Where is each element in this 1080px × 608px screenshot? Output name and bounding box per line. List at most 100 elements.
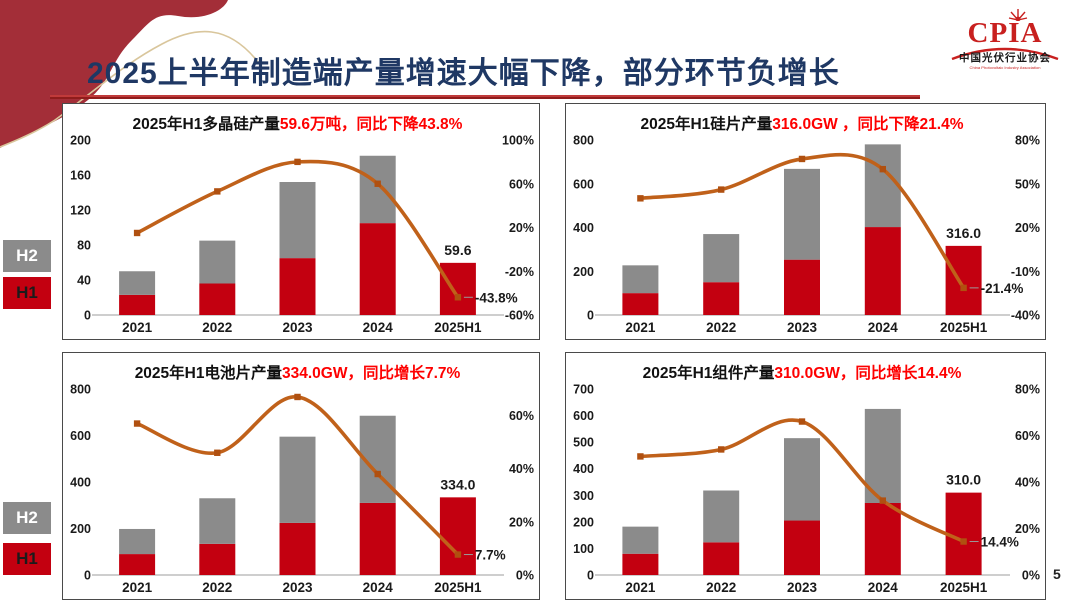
left-axis-tick: 200 — [573, 265, 594, 279]
left-axis-tick: 500 — [573, 436, 594, 450]
x-axis-label: 2023 — [282, 580, 313, 595]
right-axis-tick: 50% — [1015, 177, 1040, 191]
bar-h1 — [703, 542, 740, 575]
right-axis-tick: 60% — [509, 177, 534, 191]
line-marker — [214, 188, 221, 195]
line-marker — [294, 393, 301, 401]
line-marker — [454, 551, 462, 558]
line-value-label: 7.7% — [475, 548, 506, 563]
bar-h1 — [199, 543, 236, 575]
left-axis-tick: 600 — [573, 409, 594, 423]
bar-h2 — [703, 234, 740, 283]
right-axis-tick: -20% — [505, 265, 534, 279]
chart-panel-module: 2025年H1组件产量310.0GW，同比增长14.4% 0 100 200 300 40… — [565, 352, 1046, 600]
chart-cell: 2025年H1电池片产量334.0GW，同比增长7.7% 0 200 400 600 80… — [70, 363, 534, 595]
bar-h2 — [119, 528, 156, 555]
sunburst-icon — [1008, 9, 1028, 21]
right-axis-tick: 80% — [1015, 134, 1040, 148]
left-axis-tick: 200 — [573, 515, 594, 529]
line-marker — [798, 418, 806, 425]
right-axis-tick: -40% — [1011, 309, 1040, 323]
bar-h1 — [945, 245, 982, 315]
line-value-label: -21.4% — [981, 281, 1024, 296]
bar-h1 — [864, 227, 901, 315]
bar-value-label: 59.6 — [444, 242, 471, 258]
left-axis-tick: 400 — [70, 476, 91, 490]
left-axis-tick: 0 — [587, 569, 594, 583]
x-axis-label: 2025H1 — [434, 320, 482, 335]
right-axis-tick: 40% — [1015, 476, 1040, 490]
bar-h2 — [784, 168, 820, 260]
right-axis-tick: 20% — [509, 221, 534, 235]
x-axis-label: 2025H1 — [940, 320, 988, 335]
x-axis-label: 2023 — [282, 320, 313, 335]
bar-h1 — [622, 293, 659, 315]
x-axis-label: 2021 — [122, 320, 153, 335]
left-axis-tick: 600 — [573, 177, 594, 191]
chart-polysilicon: 2025年H1多晶硅产量59.6万吨，同比下降43.8% 0 40 80 120 160 2… — [70, 114, 534, 335]
line-marker — [133, 229, 141, 237]
legend-h2-bottom: H2 — [3, 502, 51, 534]
bar-h1 — [359, 223, 396, 315]
right-axis-tick: 60% — [509, 409, 534, 423]
chart-title: 2025年H1电池片产量334.0GW，同比增长7.7% — [135, 363, 461, 382]
left-axis-tick: 800 — [70, 383, 91, 397]
right-axis-tick: 80% — [1015, 383, 1040, 397]
line-value-label: 14.4% — [981, 535, 1019, 550]
bar-h2 — [199, 498, 236, 544]
right-axis-tick: -60% — [505, 309, 534, 323]
x-axis-label: 2022 — [202, 580, 232, 595]
right-axis-tick: 40% — [509, 462, 534, 476]
x-axis-label: 2021 — [625, 320, 656, 335]
line-marker — [133, 420, 141, 427]
cpia-logo-en-name: China Photovoltaic Industry Association — [969, 65, 1041, 70]
chart-panel-wafer: 2025年H1硅片产量316.0GW ，同比下降21.4% 0 200 400 600 8… — [565, 103, 1046, 340]
bar-value-label: 334.0 — [440, 476, 475, 492]
chart-module: 2025年H1组件产量310.0GW，同比增长14.4% 0 100 200 300 40… — [573, 363, 1040, 595]
chart-panel-cell: 2025年H1电池片产量334.0GW，同比增长7.7% 0 200 400 600 80… — [62, 352, 540, 600]
x-axis-label: 2021 — [625, 580, 656, 595]
line-marker — [718, 186, 725, 193]
right-axis-tick: 20% — [1015, 522, 1040, 536]
x-axis-label: 2022 — [706, 580, 736, 595]
bar-h1 — [119, 554, 156, 575]
bar-h2 — [199, 240, 236, 284]
left-axis-tick: 700 — [573, 383, 594, 397]
bar-h1 — [784, 520, 820, 575]
bar-h1 — [945, 492, 982, 575]
bar-h2 — [622, 265, 659, 294]
bar-h2 — [703, 490, 740, 543]
bar-value-label: 310.0 — [946, 472, 981, 488]
line-marker — [960, 284, 967, 292]
legend-h1-top: H1 — [3, 277, 51, 309]
right-axis-tick: 20% — [1015, 221, 1040, 235]
title-underline — [50, 95, 920, 99]
x-axis-label: 2024 — [868, 580, 899, 595]
line-marker — [374, 180, 381, 187]
legend-h1-bottom: H1 — [3, 543, 51, 575]
x-axis-label: 2024 — [363, 320, 394, 335]
left-axis-tick: 160 — [70, 169, 91, 183]
line-marker — [718, 446, 725, 453]
line-marker — [960, 538, 967, 545]
cpia-logo-text: CPIA — [967, 17, 1043, 49]
left-axis-tick: 300 — [573, 489, 594, 503]
line-marker — [637, 195, 644, 202]
left-axis-tick: 0 — [587, 309, 594, 323]
chart-panel-polysilicon: 2025年H1多晶硅产量59.6万吨，同比下降43.8% 0 40 80 120 160 2… — [62, 103, 540, 340]
left-axis-tick: 400 — [573, 462, 594, 476]
x-axis-label: 2024 — [363, 580, 394, 595]
bar-h1 — [864, 502, 901, 575]
bar-h1 — [119, 294, 156, 315]
bar-h1 — [279, 258, 316, 315]
bar-h2 — [279, 436, 316, 523]
left-axis-tick: 200 — [70, 134, 91, 148]
line-marker — [637, 453, 644, 460]
left-axis-tick: 80 — [77, 239, 91, 253]
bar-value-label: 316.0 — [946, 225, 981, 241]
line-marker — [374, 470, 381, 478]
bar-h1 — [439, 262, 476, 315]
x-axis-label: 2022 — [706, 320, 736, 335]
right-axis-tick: -10% — [1011, 265, 1040, 279]
